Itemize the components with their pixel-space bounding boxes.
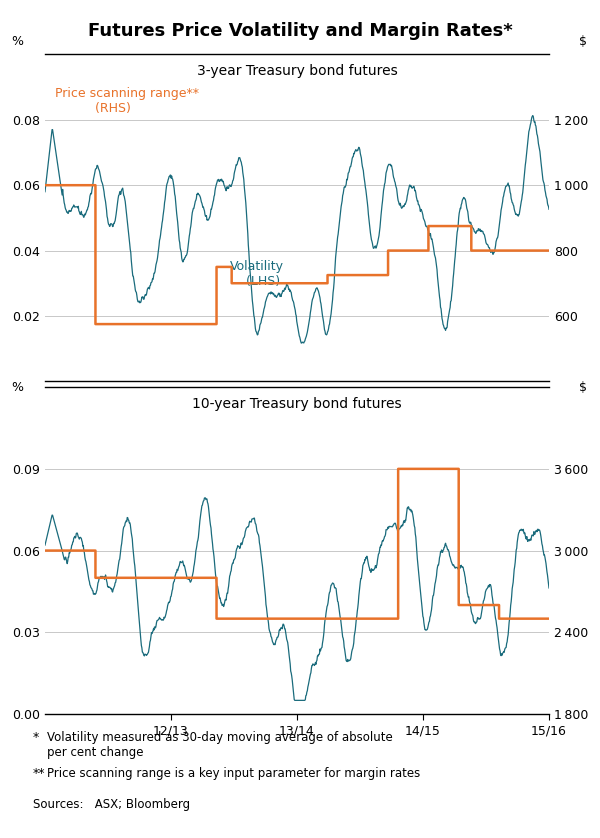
Text: $: $ — [579, 381, 587, 395]
Text: Volatility
   (LHS): Volatility (LHS) — [230, 261, 284, 288]
Text: Price scanning range is a key input parameter for margin rates: Price scanning range is a key input para… — [47, 767, 420, 780]
Text: %: % — [11, 35, 23, 49]
Text: %: % — [11, 381, 23, 395]
Text: *: * — [33, 731, 39, 744]
Text: Price scanning range**
          (RHS): Price scanning range** (RHS) — [55, 87, 199, 115]
Text: Volatility measured as 30-day moving average of absolute
per cent change: Volatility measured as 30-day moving ave… — [47, 731, 392, 758]
Text: 3-year Treasury bond futures: 3-year Treasury bond futures — [197, 65, 397, 78]
Text: 10-year Treasury bond futures: 10-year Treasury bond futures — [192, 397, 402, 411]
Text: Sources:   ASX; Bloomberg: Sources: ASX; Bloomberg — [33, 798, 190, 811]
Text: **: ** — [33, 767, 46, 780]
Text: $: $ — [579, 35, 587, 49]
Text: Futures Price Volatility and Margin Rates*: Futures Price Volatility and Margin Rate… — [88, 22, 512, 39]
